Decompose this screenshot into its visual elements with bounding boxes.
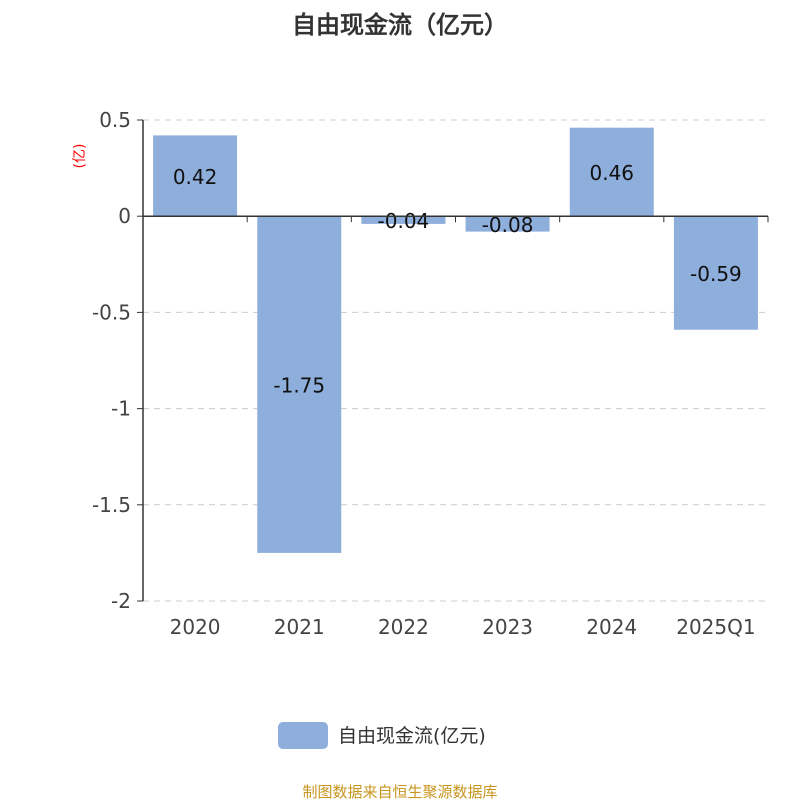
y-tick-label: 0 [118,204,131,228]
y-tick-label: -1 [111,397,131,421]
y-tick-label: 0.5 [99,108,131,132]
x-tick-label: 2025Q1 [676,615,755,639]
bar[interactable] [257,216,342,553]
legend-label[interactable]: 自由现金流(亿元) [338,725,486,747]
data-label: -0.59 [690,262,742,286]
chart-title: 自由现金流（亿元） [292,11,508,39]
bar[interactable] [569,127,654,217]
footer-source: 制图数据来自恒生聚源数据库 [302,783,497,800]
y-tick-label: -1.5 [92,493,131,517]
y-tick-label: -2 [111,589,131,613]
bar[interactable] [465,216,550,232]
x-tick-label: 2020 [170,615,221,639]
legend-swatch[interactable] [278,722,328,749]
bar[interactable] [361,216,446,224]
data-label: 0.42 [173,165,218,189]
bar[interactable] [673,216,758,330]
x-tick-label: 2023 [482,615,533,639]
x-tick-label: 2022 [378,615,429,639]
data-label: -0.04 [378,209,430,233]
x-tick-label: 2024 [586,615,637,639]
data-label: 0.46 [589,161,634,185]
data-label: -1.75 [273,374,325,398]
bar[interactable] [153,135,238,217]
x-tick-label: 2021 [274,615,325,639]
y-tick-label: -0.5 [92,300,131,324]
y-axis-label: (亿) [72,144,88,169]
